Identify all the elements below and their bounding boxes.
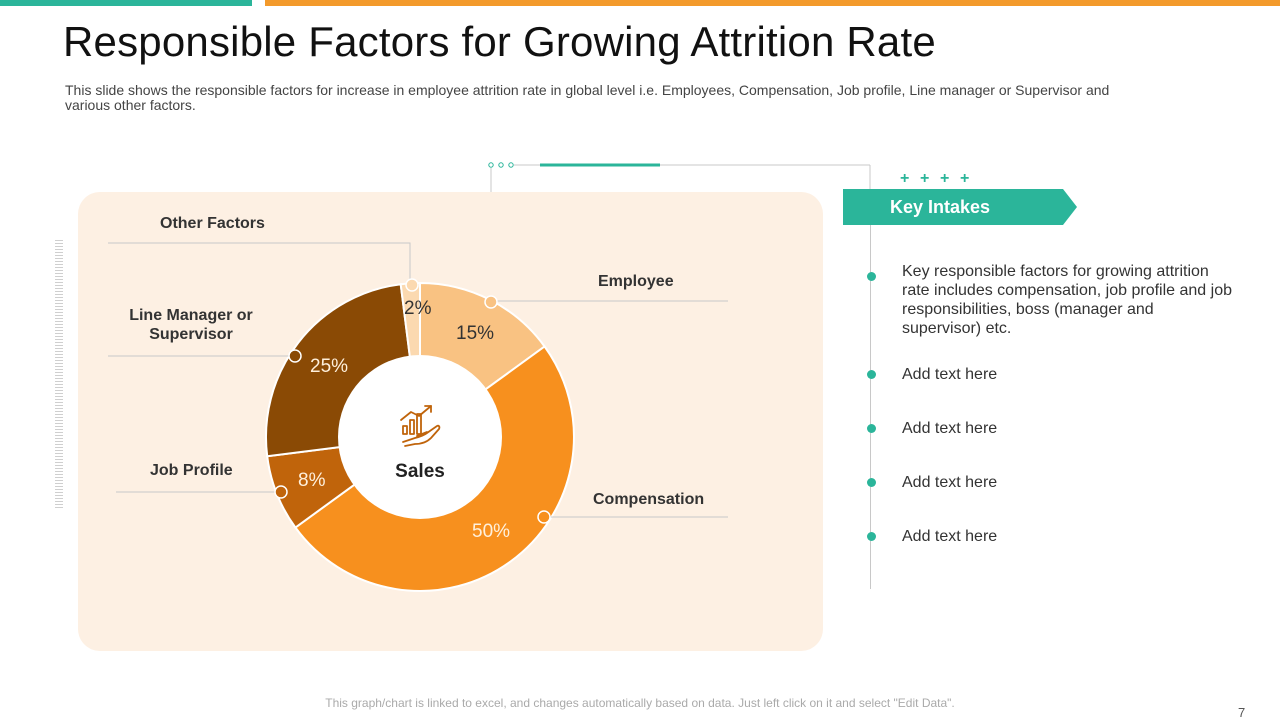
leader-lines (108, 242, 728, 518)
marker-compensation (537, 510, 551, 524)
top-accent-orange (265, 0, 1280, 6)
label-line-manager-line1: Line Manager or (129, 307, 253, 324)
label-compensation: Compensation (593, 491, 705, 508)
bullet-dot (867, 424, 876, 433)
header-connector (488, 162, 871, 192)
sales-growth-icon (400, 405, 441, 447)
slide-subtitle: This slide shows the responsible factors… (65, 82, 1110, 113)
top-accent-teal (0, 0, 252, 6)
pct-compensation: 50% (472, 521, 511, 542)
donut-center-label: Sales (395, 461, 445, 482)
label-job-profile: Job Profile (150, 462, 233, 479)
page-number: 7 (1238, 705, 1246, 720)
plus-sign: + (940, 170, 950, 187)
key-intake-item: Add text here (902, 420, 998, 437)
decorative-ticks (55, 240, 63, 510)
plus-sign: + (900, 170, 910, 187)
marker-employee (484, 295, 498, 309)
slide-title: Responsible Factors for Growing Attritio… (63, 18, 936, 65)
bullet-dot (867, 532, 876, 541)
pct-job-profile: 8% (298, 470, 326, 491)
key-intake-item: Add text here (902, 366, 998, 383)
key-intake-item: Key responsible factors for growing attr… (902, 263, 1232, 337)
footer-note: This graph/chart is linked to excel, and… (325, 696, 955, 710)
plus-sign: + (960, 170, 970, 187)
key-intakes-banner (843, 189, 1077, 225)
marker-line-manager (288, 349, 302, 363)
leader-markers (274, 278, 551, 524)
pct-other-factors: 2% (404, 298, 432, 319)
bullet-dot (867, 272, 876, 281)
bullet-dot (867, 370, 876, 379)
key-intakes-line (870, 225, 871, 589)
pct-employee: 15% (456, 323, 495, 344)
label-line-manager: Line Manager or Supervisor (118, 306, 264, 344)
key-intake-item: Add text here (902, 528, 998, 545)
marker-job-profile (274, 485, 288, 499)
label-other-factors: Other Factors (160, 215, 265, 232)
pct-line-manager: 25% (310, 356, 349, 377)
key-intake-item: Add text here (902, 474, 998, 491)
bullet-dot (867, 478, 876, 487)
marker-other-factors (405, 278, 419, 292)
label-employee: Employee (598, 273, 674, 290)
label-line-manager-line2: Supervisor (149, 326, 233, 343)
key-intakes-heading: Key Intakes (890, 197, 991, 217)
plus-sign: + (920, 170, 930, 187)
